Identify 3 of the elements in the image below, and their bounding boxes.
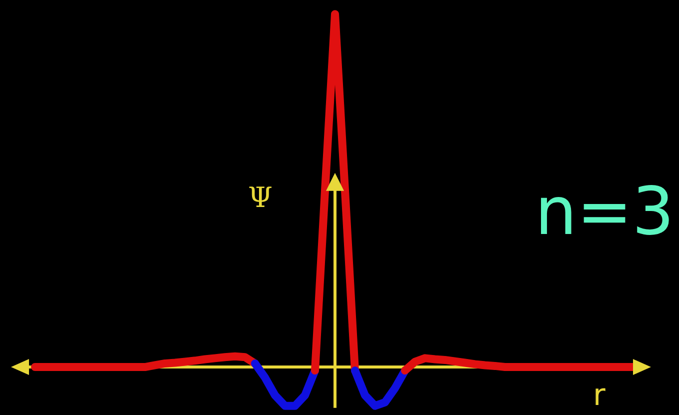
annotation: n=3: [535, 173, 674, 250]
y-axis-title: Ψ: [248, 181, 273, 214]
x-axis-title: r: [593, 378, 606, 413]
